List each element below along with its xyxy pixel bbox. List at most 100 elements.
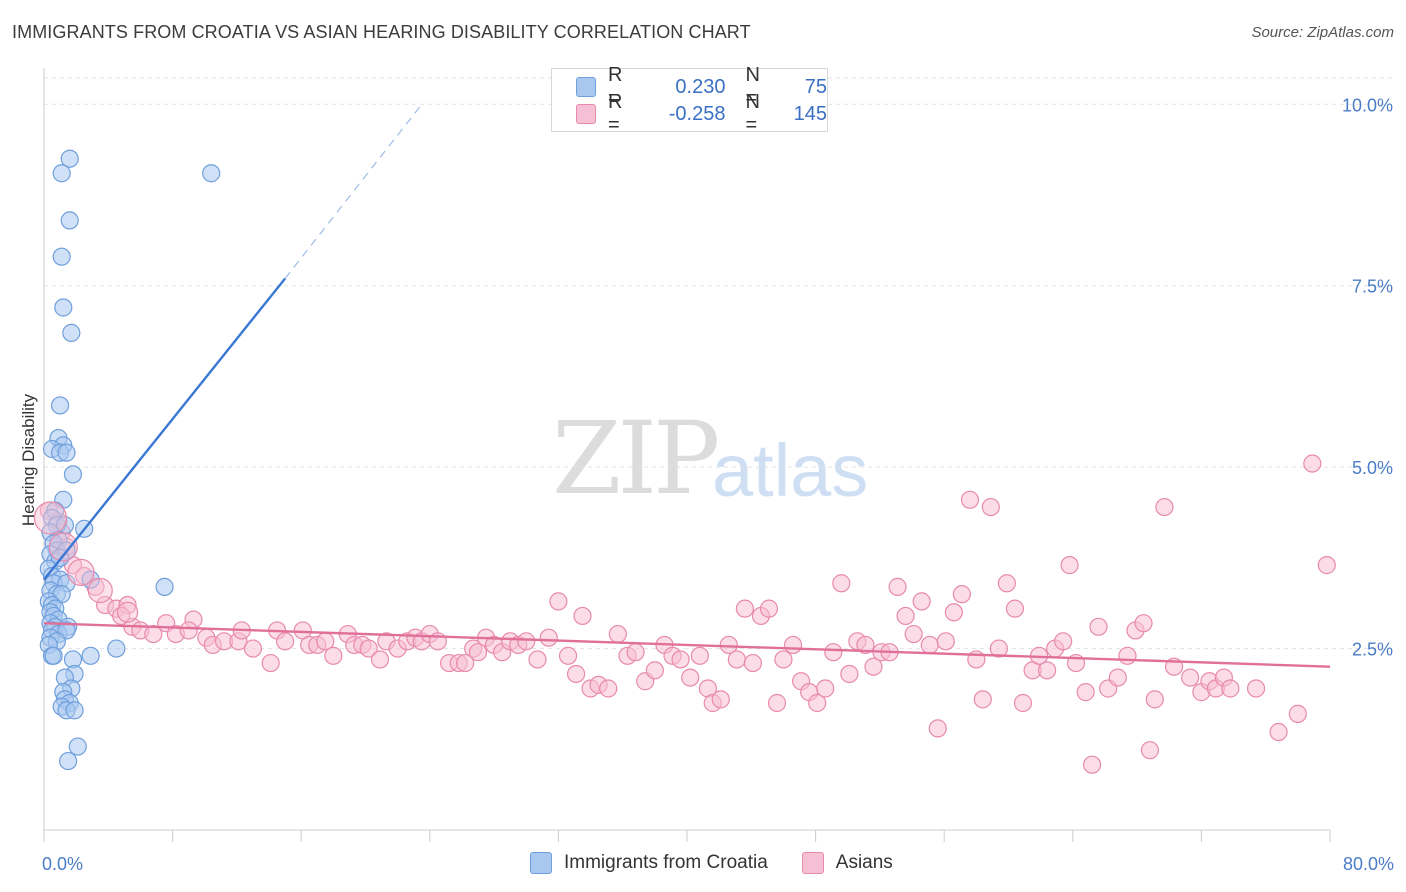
data-point (1155, 497, 1174, 517)
data-point (1134, 614, 1153, 633)
data-point (1108, 668, 1127, 687)
data-point (1140, 741, 1160, 760)
data-point (997, 574, 1016, 593)
chart-title: IMMIGRANTS FROM CROATIA VS ASIAN HEARING… (12, 22, 751, 42)
legend-row-croatia: R = 0.230 N = 75 (576, 64, 827, 109)
data-point (1221, 679, 1240, 698)
data-point (1082, 755, 1102, 774)
data-point (65, 701, 84, 720)
stats-legend: R = 0.230 N = 75 R = -0.258 N = 145 (551, 64, 828, 136)
data-point (155, 577, 174, 596)
data-point (1303, 454, 1322, 473)
y-tick-label: 10.0% (1342, 95, 1393, 115)
watermark-zip: ZIP (552, 400, 720, 517)
data-point (681, 668, 700, 687)
data-point (63, 465, 83, 484)
data-point (359, 639, 378, 658)
data-point (261, 653, 280, 673)
data-point (920, 635, 939, 655)
series-label-asians: Asians (835, 852, 893, 873)
data-point (370, 650, 390, 669)
source-label: Source: ZipAtlas.com (1251, 24, 1394, 41)
data-point (1089, 617, 1108, 636)
data-point (517, 632, 536, 651)
series-swatch-croatia (530, 852, 552, 874)
data-point (727, 650, 746, 669)
data-point (468, 643, 488, 662)
trendline-croatia-extension (284, 103, 423, 279)
data-point (735, 599, 754, 618)
data-point (1037, 661, 1057, 680)
data-point (539, 628, 558, 647)
data-point (62, 323, 81, 342)
data-point (573, 606, 592, 626)
data-point (50, 396, 70, 415)
series-legend: Immigrants from Croatia Asians (530, 852, 927, 874)
data-point (1269, 722, 1288, 742)
legend-r-value: -0.258 (668, 102, 726, 125)
data-point (1317, 556, 1336, 575)
data-point (912, 592, 931, 611)
y-tick-label: 7.5% (1352, 277, 1393, 297)
data-point (1076, 683, 1095, 702)
data-point (1181, 668, 1200, 687)
legend-n-value: 145 (793, 102, 828, 125)
data-point (973, 690, 992, 709)
data-point (767, 693, 787, 713)
trendline-asians (43, 621, 1331, 668)
legend-swatch-asians (576, 104, 596, 124)
data-point (856, 635, 875, 655)
data-point (48, 532, 78, 562)
data-point (59, 751, 78, 771)
data-point (981, 497, 1000, 517)
data-point (599, 679, 618, 698)
data-point (896, 606, 915, 626)
data-point (989, 639, 1008, 658)
series-legend-item-asians[interactable]: Asians (801, 852, 893, 874)
data-point (87, 577, 113, 604)
data-point (52, 164, 71, 183)
legend-r-label: R = (607, 91, 623, 136)
data-point (690, 646, 709, 665)
data-point (52, 247, 71, 266)
series-legend-item-croatia[interactable]: Immigrants from Croatia (530, 852, 768, 874)
data-point (68, 737, 87, 756)
data-point (960, 490, 980, 509)
data-point (944, 603, 963, 622)
x-tick-label: 0.0% (42, 854, 83, 874)
data-point (107, 639, 126, 658)
data-point (759, 599, 779, 618)
data-point (60, 211, 79, 230)
legend-row-asians: R = -0.258 N = 145 (576, 91, 828, 136)
data-point (60, 149, 79, 168)
data-point (904, 624, 923, 644)
data-point (832, 574, 851, 593)
data-point (1013, 693, 1033, 713)
data-point (1054, 632, 1073, 651)
data-point (936, 632, 955, 651)
data-point (528, 650, 547, 669)
data-point (116, 601, 139, 623)
x-tick-label: 80.0% (1343, 854, 1394, 874)
data-point (54, 298, 73, 317)
data-point (549, 592, 568, 611)
data-point (1060, 556, 1079, 575)
data-point (824, 643, 843, 662)
series-swatch-asians (801, 852, 824, 874)
legend-r-label: R = (607, 64, 623, 109)
data-point (276, 632, 295, 651)
data-point (711, 690, 730, 709)
data-point (1145, 690, 1164, 709)
data-point (608, 624, 627, 644)
data-point (324, 646, 343, 665)
data-point (57, 443, 76, 462)
data-point (864, 657, 883, 676)
data-point (783, 635, 803, 655)
series-label-croatia: Immigrants from Croatia (564, 852, 768, 873)
data-point (952, 585, 971, 604)
data-point (67, 558, 95, 586)
data-point (928, 719, 947, 738)
y-tick-label: 2.5% (1352, 640, 1393, 660)
data-point (558, 646, 578, 665)
